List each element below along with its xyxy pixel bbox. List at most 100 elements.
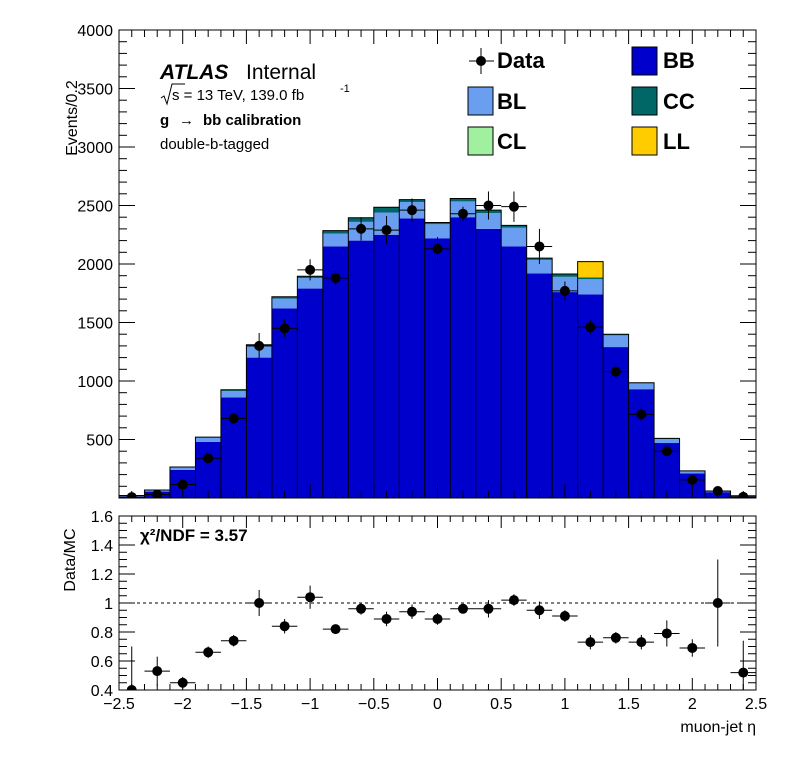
ratio-ytick-label: 0.6 (91, 654, 113, 671)
bar-bb-10 (373, 234, 400, 498)
bar-bl-22 (679, 471, 706, 474)
bar-bl-18 (577, 279, 604, 295)
lumi-exponent: -1 (340, 83, 350, 95)
legend-label-cc: CC (663, 89, 695, 114)
ratio-xtick-label: −1.5 (231, 696, 263, 713)
bar-bl-4 (220, 390, 247, 398)
ratio-point-17 (559, 611, 570, 622)
legend-label-data: Data (497, 48, 545, 73)
main-axes: 500 1000 1500 2000 2500 3000 3500 4000 (77, 23, 757, 498)
bar-bb-9 (348, 240, 374, 498)
data-point-23 (712, 485, 723, 496)
legend-swatch-bl (467, 86, 494, 116)
bar-cc-8 (322, 230, 349, 234)
data-point-21 (661, 446, 672, 457)
data-point-6 (279, 323, 290, 334)
data-point-3 (203, 453, 214, 464)
ratio-point-1 (152, 666, 163, 677)
bar-bl-12 (424, 224, 451, 239)
bar-cc-18 (577, 277, 604, 280)
ratio-xtick-label: −0.5 (358, 696, 390, 713)
bar-bl-3 (195, 437, 221, 442)
ratio-point-8 (330, 624, 341, 635)
bar-bl-19 (603, 335, 629, 348)
main-ytick-label: 1000 (77, 374, 113, 391)
legend-data-marker (476, 56, 486, 66)
bar-cc-17 (552, 273, 578, 277)
bar-bb-13 (450, 217, 476, 498)
ratio-point-4 (228, 635, 239, 646)
ratio-xtick-label: −2 (174, 696, 192, 713)
bar-bb-11 (399, 218, 425, 498)
main-ytick-label: 3000 (77, 140, 113, 157)
ratio-points-layer (119, 559, 756, 690)
ratio-xlabel: muon-jet η (680, 719, 756, 736)
bar-ll-18 (577, 261, 604, 278)
ratio-point-11 (407, 606, 418, 617)
ratio-ytick-label: 1 (104, 596, 113, 613)
bar-bb-8 (322, 246, 349, 498)
data-point-11 (407, 205, 418, 216)
stack-outline (119, 197, 756, 498)
bar-cc-15 (501, 225, 527, 228)
ratio-ylabel: Data/MC (62, 528, 79, 591)
bar-cc-6 (271, 296, 298, 299)
ratio-point-18 (585, 637, 596, 648)
main-panel: 500 1000 1500 2000 2500 3000 3500 4000 Events/0… (64, 23, 757, 499)
ratio-point-6 (279, 621, 290, 632)
legend-entry-cl: CL (467, 126, 526, 156)
bar-bb-14 (475, 228, 502, 498)
data-point-20 (636, 409, 647, 420)
bar-bb-16 (526, 273, 553, 498)
bar-bl-21 (654, 438, 680, 444)
legend-label-bl: BL (497, 89, 526, 114)
legend-entry-data: Data (469, 48, 545, 74)
ratio-point-12 (432, 613, 443, 624)
main-frame (118, 29, 757, 499)
main-ylabel: Events/0.2 (64, 80, 81, 156)
bar-cc-4 (220, 389, 247, 391)
main-ytick-label: 2500 (77, 199, 113, 216)
bar-bb-15 (501, 246, 527, 498)
bar-bb-7 (297, 288, 323, 498)
ratio-point-14 (483, 603, 494, 614)
bar-bl-20 (628, 383, 655, 390)
ratio-point-9 (356, 603, 367, 614)
atlas-status: Internal (246, 61, 316, 84)
ratio-frame (118, 515, 757, 691)
data-point-22 (687, 474, 698, 485)
bar-cc-12 (424, 222, 451, 225)
bar-bl-2 (169, 467, 196, 470)
bar-bl-15 (501, 227, 527, 247)
data-point-7 (305, 264, 316, 275)
bar-bb-3 (195, 441, 221, 498)
bar-cc-19 (603, 334, 629, 336)
ratio-ytick-label: 1.4 (91, 538, 113, 555)
legend-entry-ll: LL (631, 126, 690, 156)
data-point-9 (356, 223, 367, 234)
main-ytick-label: 2000 (77, 257, 113, 274)
ratio-point-19 (610, 632, 621, 643)
ratio-xtick-label: 0.5 (490, 696, 512, 713)
ratio-point-5 (254, 598, 265, 608)
ratio-panel: 0.4 0.6 0.8 1 1.2 1.4 1.6 −2.5 −2 −1.5 −1 −0.5 0 0.5 1… (62, 509, 767, 736)
ratio-xtick-label: 2.5 (745, 696, 767, 713)
ratio-point-3 (203, 647, 214, 658)
atlas-experiment: ATLAS (159, 61, 228, 84)
ratio-point-24 (738, 667, 749, 678)
atlas-label: ATLAS Internal s = 13 TeV, 139.0 fb -1 g… (159, 61, 350, 153)
bar-cc-13 (450, 198, 476, 202)
ratio-ytick-label: 1.6 (91, 509, 113, 526)
bar-bb-20 (628, 389, 655, 498)
bar-cc-10 (373, 207, 400, 213)
legend-entry-bb: BB (631, 46, 695, 76)
data-point-18 (585, 322, 596, 333)
legend-swatch-ll (631, 126, 658, 156)
selection-text: double-b-tagged (160, 136, 269, 153)
ratio-point-15 (508, 595, 519, 606)
legend: Data BB BL CC CL LL (467, 46, 695, 156)
main-ytick-label: 1500 (77, 316, 113, 333)
data-point-12 (432, 243, 443, 254)
bar-bb-5 (246, 357, 272, 498)
data-point-19 (610, 366, 621, 377)
